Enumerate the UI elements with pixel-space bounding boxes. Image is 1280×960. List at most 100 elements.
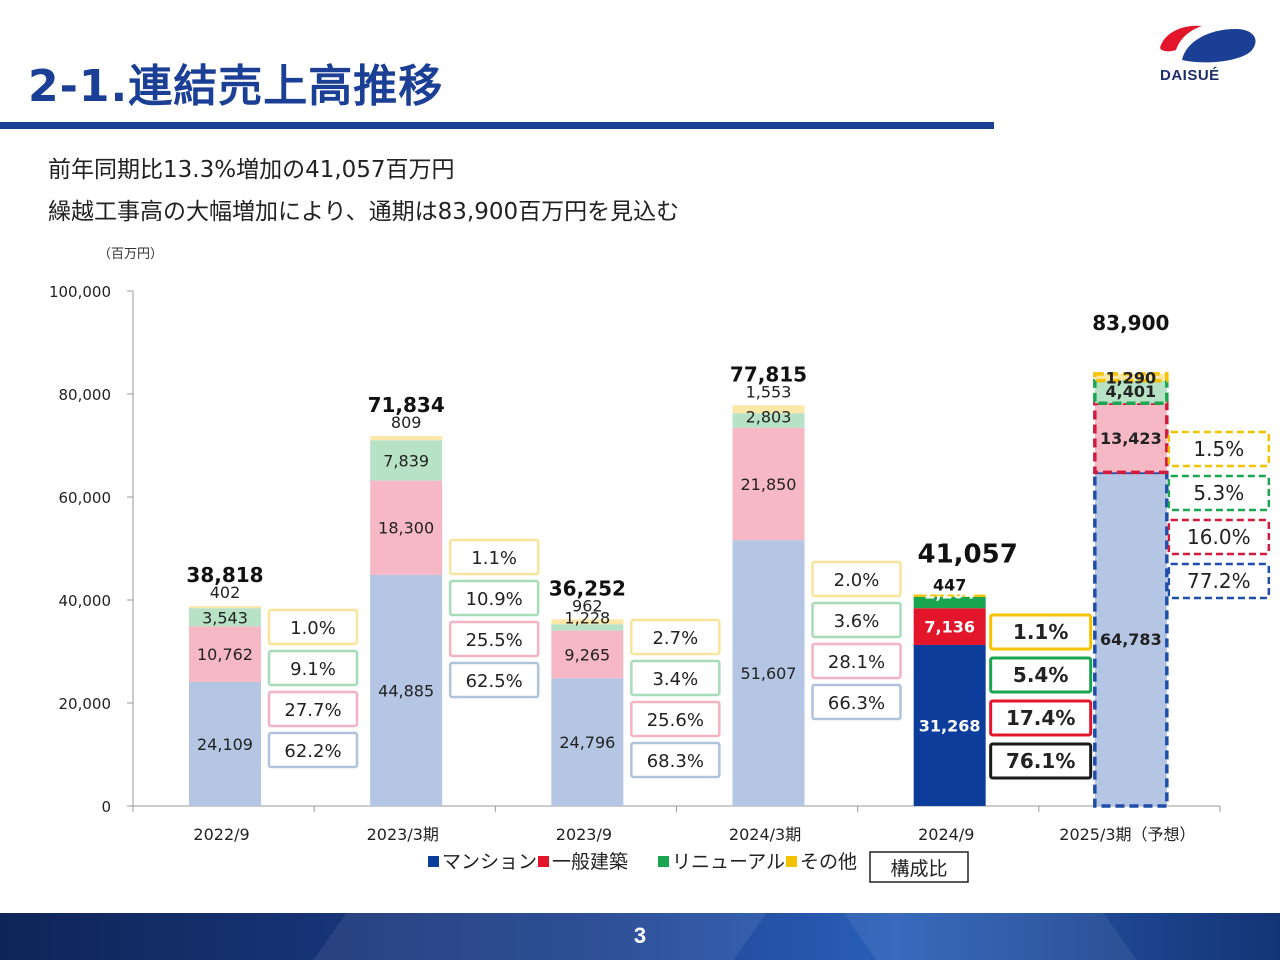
data-label-general: 13,423: [1100, 429, 1162, 448]
composition-label-renewal: 3.4%: [652, 669, 698, 690]
composition-label-renewal: 5.4%: [1013, 663, 1068, 687]
bar-other: [551, 619, 624, 625]
x-tick-label: 2022/9: [193, 825, 249, 844]
total-label: 83,900: [1092, 311, 1169, 335]
bar-general: [189, 626, 261, 682]
composition-box-general: [630, 700, 721, 738]
composition-label-general: 25.5%: [466, 630, 523, 651]
composition-box-other: [1167, 430, 1271, 468]
composition-box-general: [1167, 518, 1271, 556]
legend-label-other: その他: [800, 851, 857, 873]
x-tick-label: 2023/3期: [367, 825, 439, 844]
legend-swatch-renewal: [658, 856, 669, 867]
composition-box-renewal: [989, 656, 1093, 694]
composition-box-renewal: [1167, 474, 1271, 512]
composition-box-renewal: [448, 579, 540, 617]
data-label-renewal: 3,543: [202, 608, 248, 627]
composition-box-mansion: [811, 683, 902, 721]
legend-label-renewal: リニューアル: [672, 851, 785, 873]
x-tick-label: 2024/9: [918, 825, 974, 844]
data-label-general: 7,136: [924, 618, 975, 637]
composition-box-other: [448, 538, 540, 576]
bar-general: [551, 630, 624, 679]
data-label-general: 18,300: [378, 519, 434, 538]
sales-chart: 0 20,000 40,000 60,000 80,000 100,000 （百万円） 24,…: [49, 247, 1271, 883]
data-label-general: 21,850: [741, 475, 797, 494]
total-label: 36,252: [549, 576, 626, 600]
legend-label-mansion: マンション: [442, 851, 537, 873]
composition-box-mansion: [267, 731, 359, 769]
y-tick-label: 40,000: [59, 592, 112, 610]
bar-renewal: [732, 413, 805, 428]
composition-label-renewal: 3.6%: [834, 611, 880, 632]
legend-swatch-general: [538, 856, 549, 867]
bar-mansion: [189, 681, 261, 806]
bar-renewal: [189, 608, 261, 627]
composition-box-mansion: [630, 741, 721, 779]
y-tick-label: 0: [101, 798, 111, 816]
composition-box-other: [811, 560, 902, 598]
composition-label-other: 2.7%: [652, 628, 698, 649]
data-label-renewal: 4,401: [1106, 382, 1157, 401]
legend-swatch-other: [786, 856, 797, 867]
composition-label-general: 27.7%: [284, 700, 341, 721]
bar-general: [1093, 401, 1169, 475]
bar-mansion: [370, 574, 443, 806]
composition-box-mansion: [1167, 562, 1271, 600]
footer-bar: 3: [0, 913, 1280, 960]
composition-box-other: [267, 608, 359, 646]
data-label-mansion: 51,607: [741, 664, 797, 683]
data-label-renewal: 2,803: [746, 407, 792, 426]
data-label-renewal: 1,228: [564, 608, 610, 627]
bar-other: [1093, 372, 1169, 383]
subtitle-line-1: 前年同期比13.3%増加の41,057百万円: [48, 157, 455, 183]
composition-box-general: [267, 690, 359, 728]
bar-mansion: [913, 644, 986, 806]
data-label-renewal: 7,839: [383, 451, 429, 470]
total-label: 71,834: [368, 393, 445, 417]
page-number: 3: [633, 923, 647, 948]
data-label-renewal: 2,204: [924, 584, 975, 603]
composition-box-other: [630, 618, 721, 656]
composition-box-other: [989, 613, 1093, 651]
composition-label-other: 1.1%: [1013, 620, 1068, 644]
bar-other: [189, 606, 261, 609]
composition-label-mansion: 62.5%: [466, 671, 523, 692]
composition-box-renewal: [630, 659, 721, 697]
data-label-mansion: 64,783: [1100, 630, 1162, 649]
bar-general: [913, 608, 986, 645]
title-underline: [0, 122, 994, 129]
bar-mansion: [551, 678, 624, 806]
data-label-mansion: 31,268: [919, 716, 981, 735]
bar-renewal: [551, 624, 624, 631]
composition-label-general: 17.4%: [1006, 706, 1075, 730]
bar-other: [370, 436, 443, 441]
composition-label-renewal: 10.9%: [466, 589, 523, 610]
data-label-other: 402: [210, 583, 241, 602]
total-label: 41,057: [917, 540, 1017, 570]
composition-label-other: 1.1%: [471, 548, 517, 569]
legend-composition-box: [869, 851, 969, 883]
x-tick-label: 2024/3期: [729, 825, 801, 844]
bar-mansion: [1093, 470, 1169, 808]
composition-box-mansion: [989, 742, 1093, 780]
composition-box-general: [448, 620, 540, 658]
data-label-mansion: 24,796: [559, 733, 615, 752]
data-label-general: 10,762: [197, 645, 253, 664]
bar-general: [732, 427, 805, 541]
y-tick-label: 100,000: [49, 283, 111, 301]
total-label: 38,818: [186, 563, 263, 587]
composition-label-general: 16.0%: [1187, 525, 1251, 549]
data-label-other: 962: [572, 596, 603, 615]
composition-label-other: 1.5%: [1193, 437, 1244, 461]
legend-label-general: 一般建築: [552, 851, 628, 873]
data-label-other: 1,290: [1106, 368, 1157, 387]
y-tick-label: 80,000: [59, 386, 112, 404]
composition-label-renewal: 5.3%: [1193, 481, 1244, 505]
legend-swatch-mansion: [428, 856, 439, 867]
composition-label-mansion: 66.3%: [828, 693, 885, 714]
composition-label-other: 1.0%: [290, 618, 336, 639]
composition-label-general: 28.1%: [828, 652, 885, 673]
composition-label-mansion: 77.2%: [1187, 569, 1251, 593]
composition-label-general: 25.6%: [647, 710, 704, 731]
